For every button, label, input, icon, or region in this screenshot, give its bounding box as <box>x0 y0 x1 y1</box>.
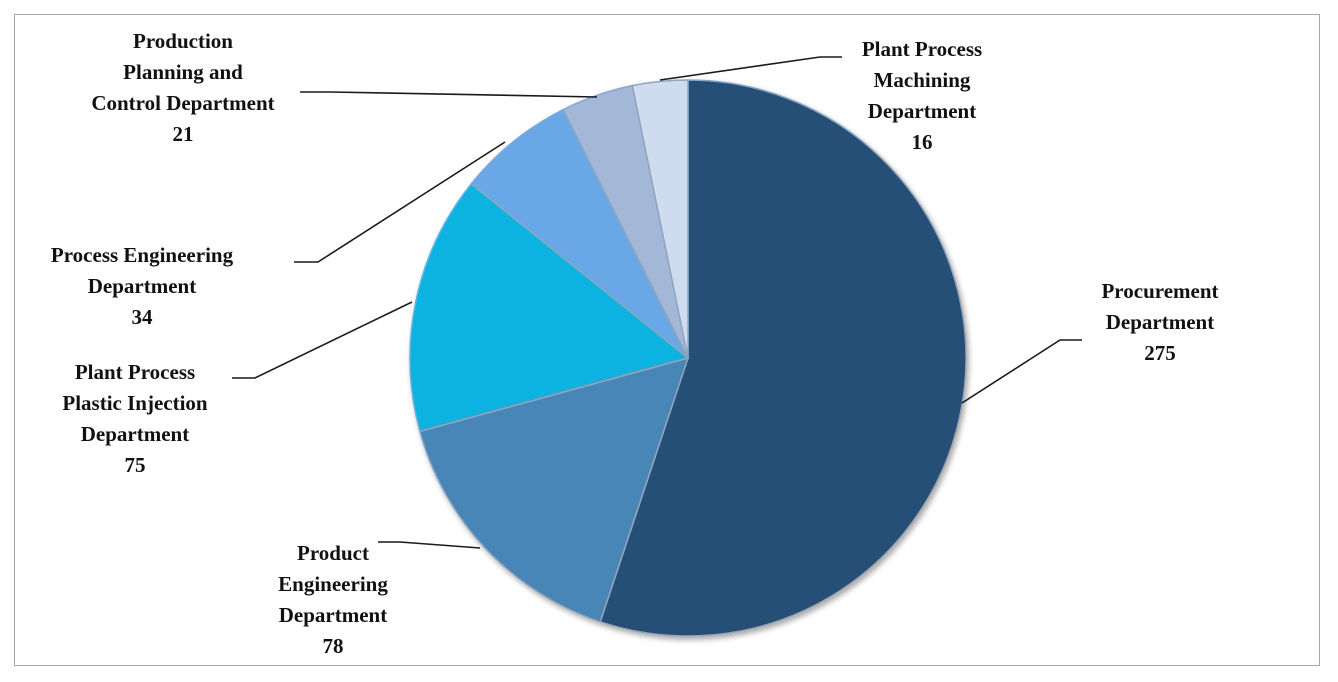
data-label-3: Plant Process Plastic Injection Department… <box>62 360 208 477</box>
data-label-value: 16 <box>912 130 933 154</box>
data-label-text: Plant Process <box>75 360 195 384</box>
data-label-text: Plant Process <box>862 37 982 61</box>
leader-line-4 <box>294 141 506 263</box>
pie-slice-4 <box>470 108 689 359</box>
data-label-text: Department <box>81 422 189 446</box>
data-label-text: Department <box>868 99 976 123</box>
data-label-value: 275 <box>1144 341 1176 365</box>
data-label-text: Engineering <box>278 572 388 596</box>
data-label-4: Process Engineering Department 34 <box>51 243 234 329</box>
data-label-text: Production <box>133 29 233 53</box>
data-label-text: Procurement <box>1101 279 1218 303</box>
data-label-2: Product Engineering Department 78 <box>278 541 388 658</box>
data-label-text: Plastic Injection <box>62 391 208 415</box>
pie-slice-2 <box>418 356 690 623</box>
data-label-6: Plant Process Machining Department 16 <box>862 37 982 154</box>
data-label-text: Control Department <box>91 91 274 115</box>
pie-slice-6 <box>631 79 689 359</box>
leader-line-6 <box>659 56 842 81</box>
data-label-text: Machining <box>874 68 971 92</box>
data-label-1: Procurement Department 275 <box>1101 279 1218 365</box>
data-label-text: Product <box>297 541 369 565</box>
pie-slice-3 <box>409 182 690 433</box>
data-label-value: 75 <box>125 453 146 477</box>
data-label-text: Department <box>1106 310 1214 334</box>
data-label-text: Department <box>279 603 387 627</box>
data-label-text: Planning and <box>123 60 243 84</box>
data-label-value: 78 <box>323 634 344 658</box>
data-label-5: Production Planning and Control Department… <box>91 29 274 146</box>
data-label-value: 34 <box>132 305 154 329</box>
data-label-value: 21 <box>173 122 194 146</box>
data-label-text: Process Engineering <box>51 243 234 267</box>
leader-line-1 <box>961 339 1082 404</box>
leader-line-3 <box>232 301 413 379</box>
leader-line-5 <box>300 91 598 98</box>
leader-line-2 <box>378 541 481 549</box>
data-label-text: Department <box>88 274 196 298</box>
